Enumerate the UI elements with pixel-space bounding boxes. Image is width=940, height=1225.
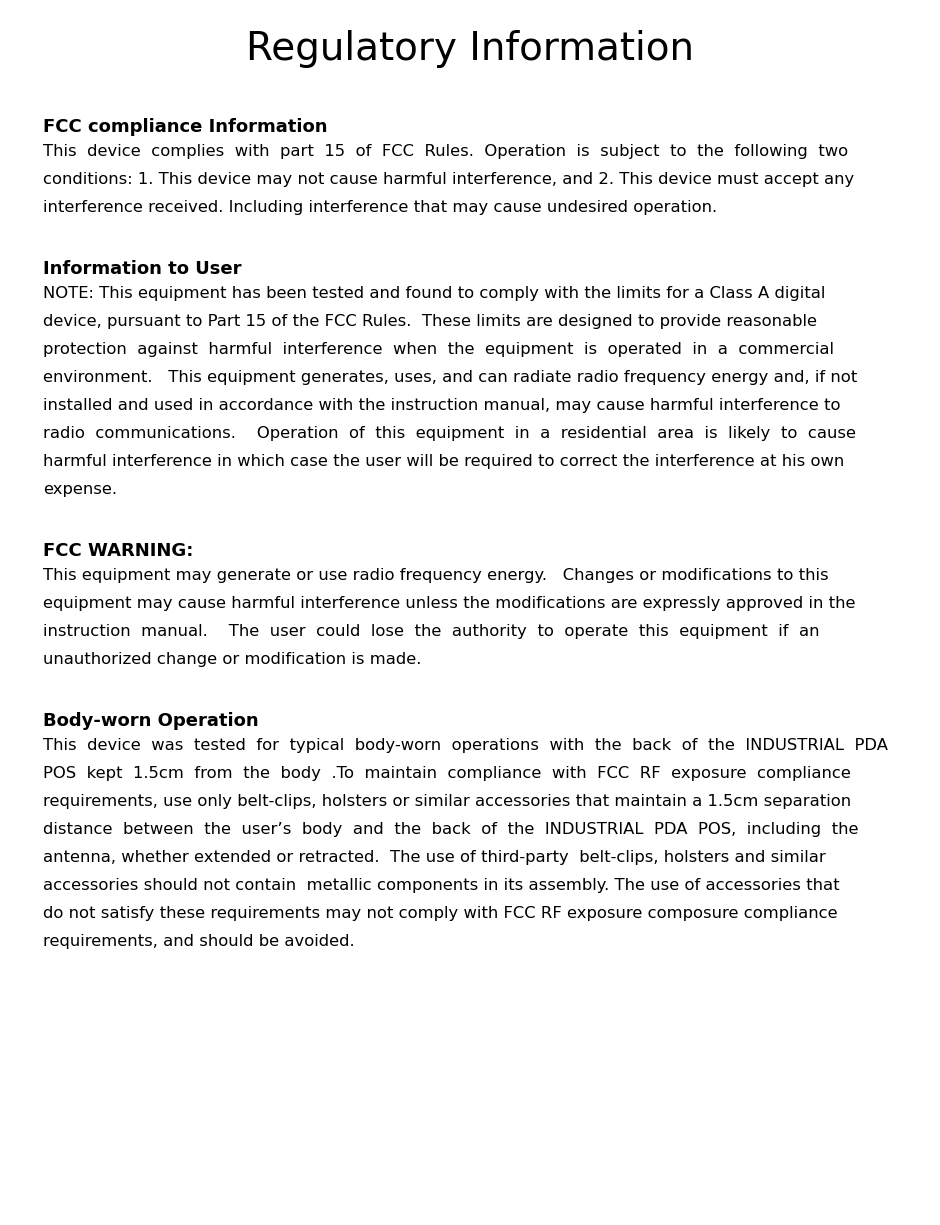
- Text: requirements, use only belt-clips, holsters or similar accessories that maintain: requirements, use only belt-clips, holst…: [43, 794, 852, 809]
- Text: POS  kept  1.5cm  from  the  body  .To  maintain  compliance  with  FCC  RF  exp: POS kept 1.5cm from the body .To maintai…: [43, 766, 851, 782]
- Text: radio  communications.    Operation  of  this  equipment  in  a  residential  ar: radio communications. Operation of this …: [43, 426, 856, 441]
- Text: conditions: 1. This device may not cause harmful interference, and 2. This devic: conditions: 1. This device may not cause…: [43, 172, 854, 187]
- Text: instruction  manual.    The  user  could  lose  the  authority  to  operate  thi: instruction manual. The user could lose …: [43, 624, 820, 639]
- Text: Regulatory Information: Regulatory Information: [246, 29, 694, 69]
- Text: environment.   This equipment generates, uses, and can radiate radio frequency e: environment. This equipment generates, u…: [43, 370, 857, 385]
- Text: harmful interference in which case the user will be required to correct the inte: harmful interference in which case the u…: [43, 454, 844, 469]
- Text: interference received. Including interference that may cause undesired operation: interference received. Including interfe…: [43, 200, 717, 216]
- Text: antenna, whether extended or retracted.  The use of third-party  belt-clips, hol: antenna, whether extended or retracted. …: [43, 850, 826, 865]
- Text: expense.: expense.: [43, 481, 118, 497]
- Text: accessories should not contain  metallic components in its assembly. The use of : accessories should not contain metallic …: [43, 878, 839, 893]
- Text: NOTE: This equipment has been tested and found to comply with the limits for a C: NOTE: This equipment has been tested and…: [43, 285, 825, 301]
- Text: Body-worn Operation: Body-worn Operation: [43, 712, 259, 730]
- Text: installed and used in accordance with the instruction manual, may cause harmful : installed and used in accordance with th…: [43, 398, 840, 413]
- Text: FCC WARNING:: FCC WARNING:: [43, 541, 194, 560]
- Text: FCC compliance Information: FCC compliance Information: [43, 118, 328, 136]
- Text: unauthorized change or modification is made.: unauthorized change or modification is m…: [43, 652, 422, 666]
- Text: do not satisfy these requirements may not comply with FCC RF exposure composure : do not satisfy these requirements may no…: [43, 906, 838, 921]
- Text: This equipment may generate or use radio frequency energy.   Changes or modifica: This equipment may generate or use radio…: [43, 568, 829, 583]
- Text: This  device  complies  with  part  15  of  FCC  Rules.  Operation  is  subject : This device complies with part 15 of FCC…: [43, 145, 849, 159]
- Text: Information to User: Information to User: [43, 260, 242, 278]
- Text: requirements, and should be avoided.: requirements, and should be avoided.: [43, 933, 355, 949]
- Text: protection  against  harmful  interference  when  the  equipment  is  operated  : protection against harmful interference …: [43, 342, 834, 356]
- Text: This  device  was  tested  for  typical  body-worn  operations  with  the  back : This device was tested for typical body-…: [43, 737, 888, 753]
- Text: distance  between  the  user’s  body  and  the  back  of  the  INDUSTRIAL  PDA  : distance between the user’s body and the…: [43, 822, 859, 837]
- Text: equipment may cause harmful interference unless the modifications are expressly : equipment may cause harmful interference…: [43, 597, 855, 611]
- Text: device, pursuant to Part 15 of the FCC Rules.  These limits are designed to prov: device, pursuant to Part 15 of the FCC R…: [43, 314, 817, 330]
